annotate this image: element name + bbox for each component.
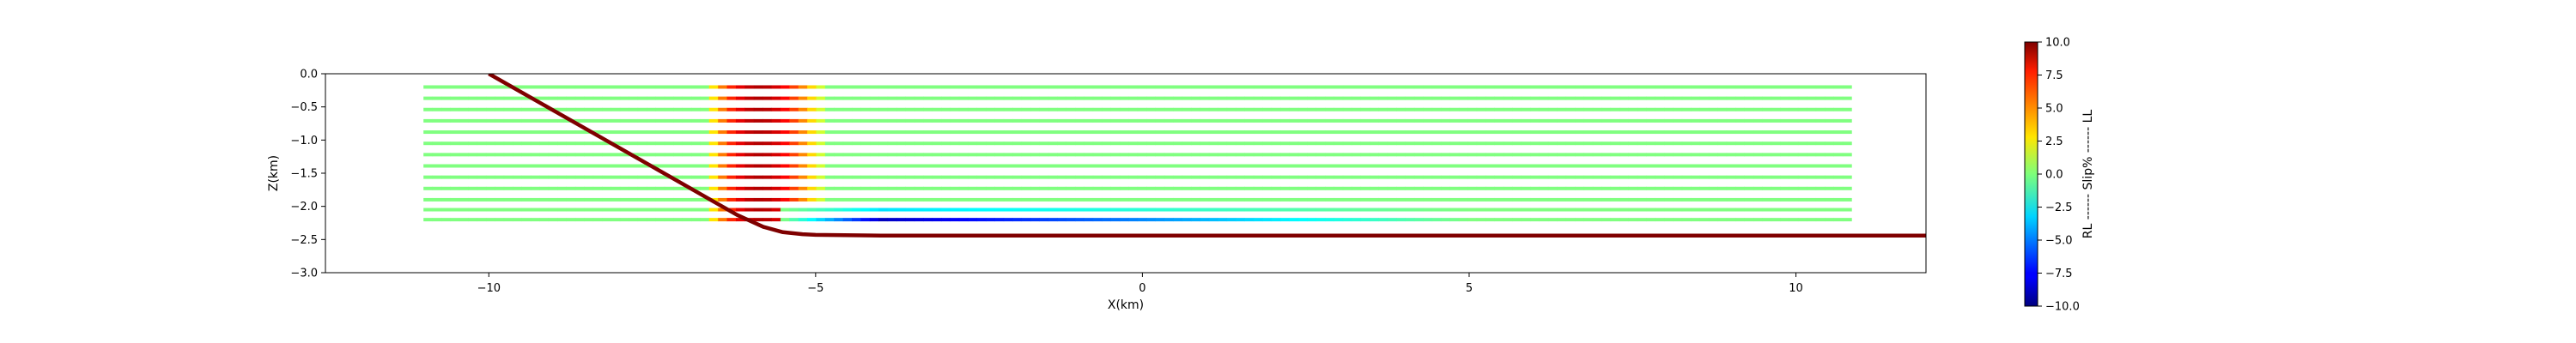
slip-rows: [423, 85, 1852, 222]
plot-area: [325, 74, 1926, 273]
y-tick-label: −2.0: [290, 201, 318, 214]
colorbar-tick-label: 10.0: [2045, 37, 2070, 50]
colorbar-tick-label: −7.5: [2045, 268, 2073, 280]
colorbar-tick-label: −5.0: [2045, 235, 2073, 248]
x-axis-label: X(km): [1108, 298, 1144, 312]
y-tick-label: 0.0: [300, 69, 318, 81]
x-tick-label: 5: [1466, 282, 1473, 295]
colorbar-tick-label: 7.5: [2045, 69, 2063, 82]
colorbar-tick-label: −2.5: [2045, 202, 2073, 214]
fault-trace-line: [488, 74, 1926, 238]
y-axis-ticks: 0.0 −0.5 −1.0 −1.5 −2.0 −2.5 −3.0: [290, 69, 325, 280]
y-tick-label: −0.5: [290, 101, 318, 114]
colorbar-tick-label: 2.5: [2045, 135, 2063, 148]
y-tick-label: −1.0: [290, 135, 318, 147]
x-tick-label: 0: [1139, 282, 1145, 295]
colorbar-ticks: 10.0 7.5 5.0 2.5 0.0 −2.5 −5.0 −7.5 −10.0: [2038, 37, 2080, 314]
y-tick-label: −2.5: [290, 234, 318, 247]
x-axis-ticks: −10 −5 0 5 10: [477, 273, 1803, 295]
colorbar: [2024, 41, 2038, 307]
y-tick-label: −3.0: [290, 268, 318, 280]
x-tick-label: 10: [1789, 282, 1803, 295]
colorbar-label: RL ------ Slip% ------ LL: [2081, 110, 2095, 239]
y-axis-label: Z(km): [267, 155, 281, 191]
colorbar-tick-label: −10.0: [2045, 301, 2080, 314]
colorbar-tick-label: 0.0: [2045, 169, 2063, 182]
x-tick-label: −10: [477, 282, 501, 295]
fault-trace-group: [488, 74, 1926, 238]
y-tick-label: −1.5: [290, 168, 318, 181]
colorbar-tick-label: 5.0: [2045, 103, 2063, 116]
x-tick-label: −5: [807, 282, 823, 295]
